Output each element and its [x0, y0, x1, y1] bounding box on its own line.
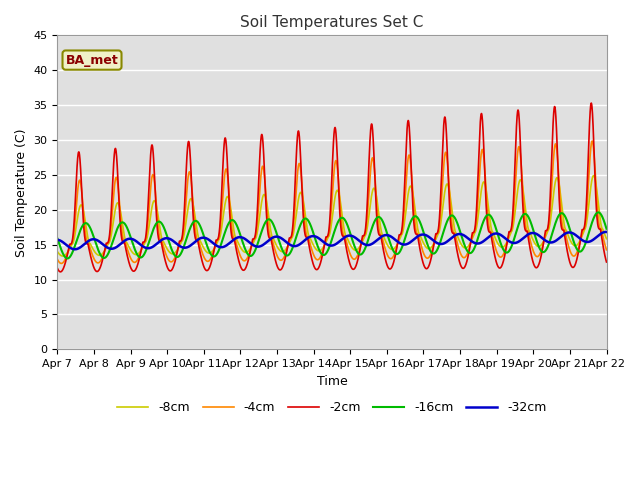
Line: -8cm: -8cm — [58, 176, 607, 256]
Line: -2cm: -2cm — [58, 103, 607, 272]
-8cm — [207, 250, 215, 255]
-16cm — [550, 223, 558, 229]
-32cm — [54, 237, 61, 243]
-8cm — [603, 236, 611, 241]
Y-axis label: Soil Temperature (C): Soil Temperature (C) — [15, 128, 28, 257]
-4cm — [207, 255, 215, 261]
Title: Soil Temperatures Set C: Soil Temperatures Set C — [240, 15, 424, 30]
-2cm — [172, 258, 179, 264]
Text: BA_met: BA_met — [66, 54, 118, 67]
-2cm — [207, 261, 215, 266]
-16cm — [172, 253, 179, 259]
-8cm — [589, 173, 597, 179]
-2cm — [550, 104, 558, 109]
X-axis label: Time: Time — [317, 374, 348, 387]
-16cm — [396, 250, 403, 255]
-32cm — [172, 240, 179, 245]
-4cm — [588, 138, 596, 144]
-32cm — [602, 229, 610, 235]
-32cm — [602, 229, 610, 235]
-8cm — [550, 184, 558, 190]
-2cm — [603, 259, 611, 265]
-2cm — [588, 100, 595, 106]
-8cm — [386, 245, 394, 251]
Line: -4cm: -4cm — [58, 141, 607, 264]
-16cm — [595, 209, 602, 215]
-8cm — [396, 238, 403, 243]
Line: -32cm: -32cm — [58, 232, 607, 249]
-4cm — [396, 235, 403, 241]
-8cm — [59, 253, 67, 259]
-2cm — [396, 232, 403, 238]
-2cm — [602, 259, 610, 264]
-32cm — [603, 229, 611, 235]
-4cm — [603, 247, 611, 252]
-32cm — [396, 240, 403, 246]
-32cm — [207, 239, 215, 244]
-8cm — [54, 249, 61, 254]
-4cm — [386, 255, 394, 261]
-16cm — [54, 236, 61, 241]
-16cm — [386, 238, 394, 244]
-16cm — [207, 252, 215, 257]
-16cm — [63, 255, 71, 261]
Legend: -8cm, -4cm, -2cm, -16cm, -32cm: -8cm, -4cm, -2cm, -16cm, -32cm — [112, 396, 552, 420]
-4cm — [602, 247, 610, 252]
-16cm — [603, 226, 611, 232]
-4cm — [550, 145, 558, 151]
Line: -16cm: -16cm — [58, 212, 607, 258]
-32cm — [71, 246, 79, 252]
-32cm — [386, 233, 394, 239]
-2cm — [54, 265, 61, 271]
-8cm — [602, 236, 610, 241]
-4cm — [54, 256, 61, 262]
-4cm — [172, 254, 179, 260]
-8cm — [172, 250, 179, 255]
-2cm — [386, 266, 394, 272]
-2cm — [56, 269, 64, 275]
-4cm — [58, 261, 65, 266]
-32cm — [550, 239, 558, 244]
-16cm — [602, 226, 610, 231]
